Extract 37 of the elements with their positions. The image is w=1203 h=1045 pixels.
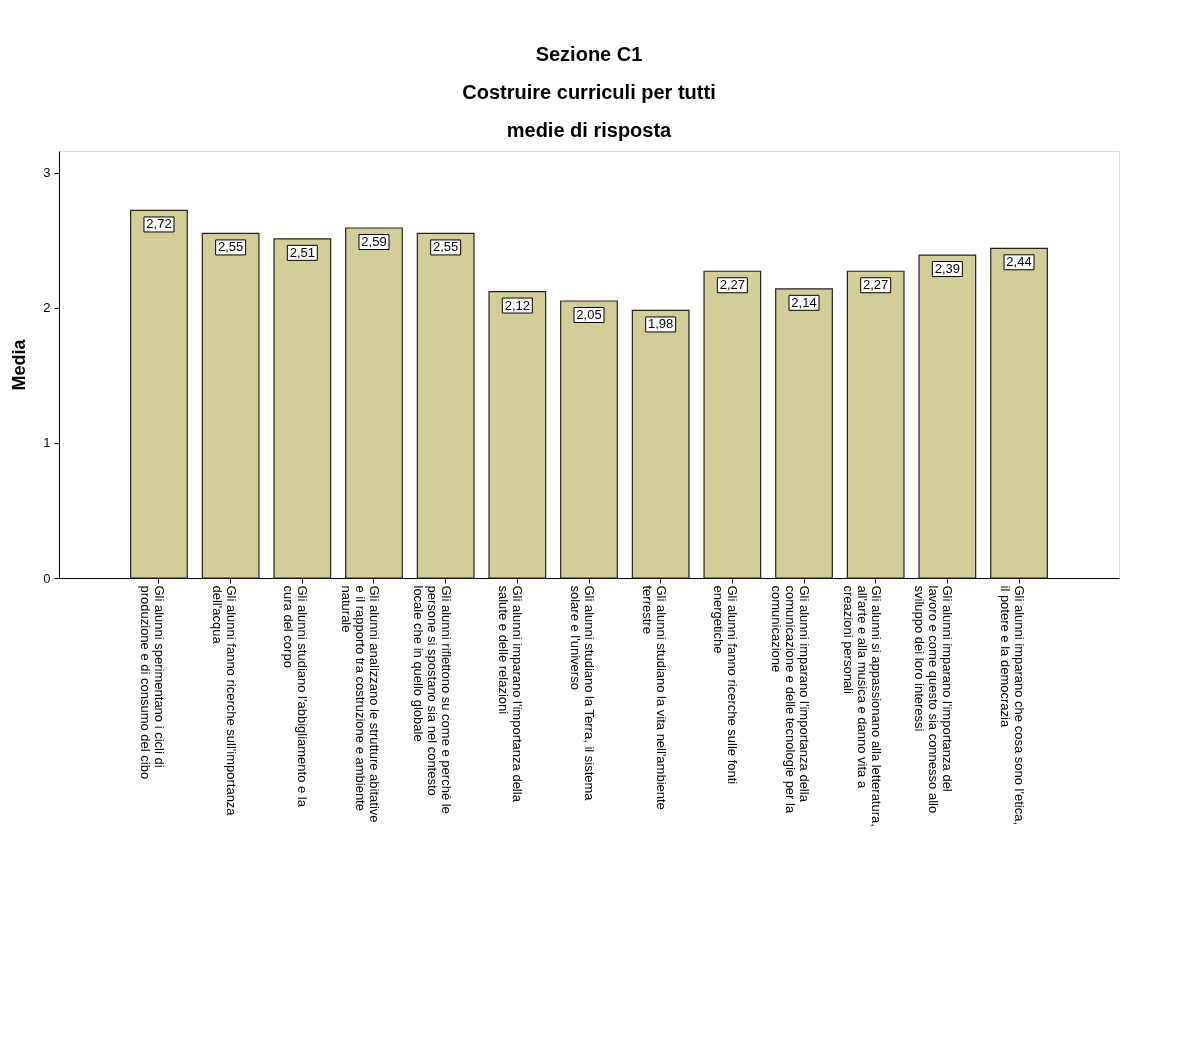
bar: [488, 290, 547, 579]
bar: [631, 309, 690, 579]
data-label: 2,27: [863, 277, 889, 293]
y-tick-label: 0: [43, 570, 51, 586]
x-tick-label: Gli alunni analizzano le strutture abitative e il rapporto tra costruzione e ambiente naturale: [338, 585, 382, 823]
x-tick-label: Gli alunni fanno ricerche sulle fonti energetiche: [711, 585, 741, 785]
bar: [703, 270, 762, 579]
x-tick-label: Gli alunni sperimentano i cicli di produzione e di consumo del cibo: [137, 585, 167, 780]
bar: [416, 232, 475, 579]
y-tick-label: 3: [43, 165, 51, 181]
data-label: 2,44: [1006, 254, 1032, 270]
data-label: 2,51: [289, 244, 315, 260]
data-label: 2,59: [361, 234, 387, 250]
bar: [273, 238, 332, 579]
bar: [345, 227, 403, 579]
bar: [775, 288, 833, 579]
data-label: 2,05: [576, 306, 602, 322]
data-label: 1,98: [648, 316, 674, 332]
bar: [130, 209, 188, 579]
data-label: 2,27: [719, 277, 745, 293]
bar: [918, 254, 977, 579]
bar: [846, 270, 905, 579]
bar: [560, 300, 618, 579]
bar: [990, 247, 1048, 579]
x-tick-label: Gli alunni fanno ricerche sull'importanza dell'acqua: [209, 585, 239, 817]
chart-title: Sezione C1 Costruire curriculi per tutti medie di risposta: [462, 43, 716, 141]
y-tick-label: 2: [43, 300, 51, 316]
y-tick-label: 1: [43, 435, 51, 451]
x-tick-label: Gli alunni studiano la vita nell'ambiente terrestre: [639, 585, 669, 810]
data-label: 2,39: [934, 261, 961, 277]
data-label: 2,12: [504, 297, 530, 313]
y-axis-title: Media: [9, 338, 30, 391]
data-label: 2,14: [791, 294, 817, 310]
bar: [201, 232, 260, 579]
data-label: 2,55: [217, 239, 244, 255]
data-label: 2,72: [146, 216, 172, 232]
data-label: 2,55: [433, 239, 459, 255]
